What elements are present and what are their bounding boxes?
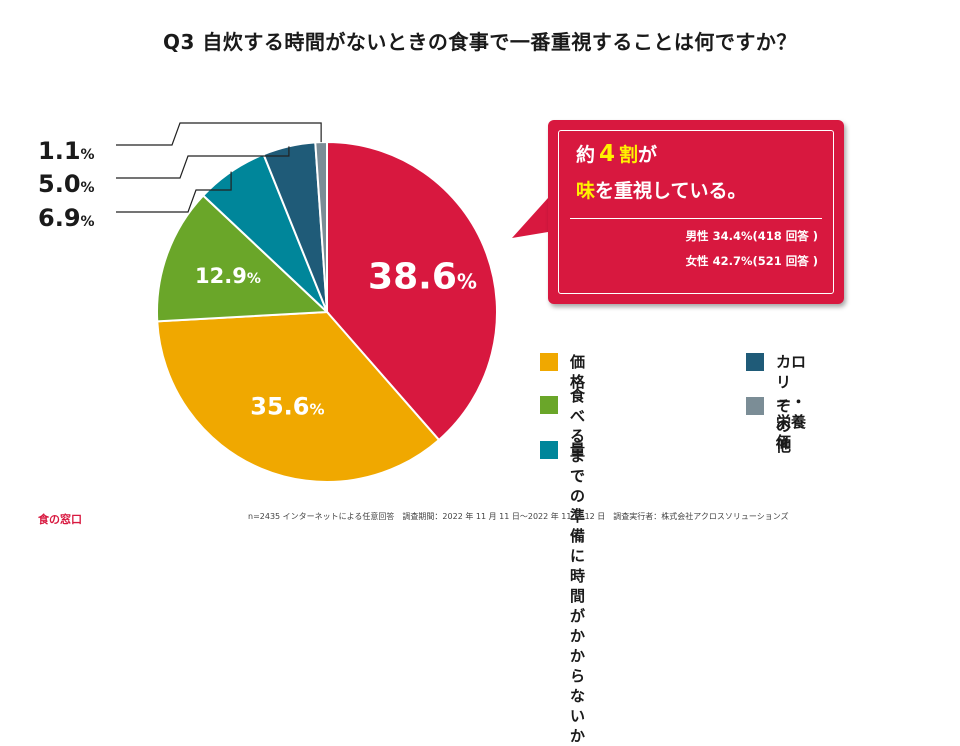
slice-labels: 38.6% 35.6% 12.9% 6.9% 5.0% 1.1% [38,137,477,420]
callout-stat-male: 男性 34.4%(418 回答 ) [685,229,818,243]
slice-label-5: 1.1% [38,137,95,165]
callout-divider [570,218,822,219]
legend-swatch [540,441,558,459]
slice-label-0: 38.6% [368,257,477,298]
legend-label: カロリー・栄養価 [776,353,807,451]
callout-box: 約 4 割が 味を重視している。 男性 34.4%(418 回答 ) 女性 42.7… [548,120,844,304]
leader-line-5 [116,122,322,146]
legend-label: 量 [570,441,586,459]
callout-unit: 割 [619,144,639,166]
callout-border [558,130,834,294]
pie-slice-1 [156,310,441,483]
legend-item-calorie: カロリー・栄養価 [746,352,806,452]
callout-suffix: が [638,144,658,166]
slice-label-2: 12.9% [195,264,261,288]
leader-line-4 [116,146,290,179]
brand-logo: 食の窓口 [38,513,82,526]
pie-slices [156,140,498,483]
legend-swatch [540,353,558,371]
slice-label-3: 6.9% [38,204,95,232]
legend-swatch [540,396,558,414]
pie-slice-2 [156,194,330,323]
callout-pointer [512,198,548,238]
legend-item-other: その他 [746,396,791,456]
pie-slice-0 [326,140,498,442]
leader-line-3 [116,171,232,213]
slice-label-1: 35.6% [250,392,324,420]
leader-lines [116,122,322,213]
callout-stat-female: 女性 42.7%(521 回答 ) [685,254,818,268]
legend-item-quantity: 量 [540,440,585,460]
survey-note: n=2435 インターネットによる任意回答 調査期間：2022 年 11 月 1… [248,512,789,521]
slice-label-4: 5.0% [38,170,95,198]
callout-rest: を重視している。 [595,180,747,202]
legend-label: 価格 [570,353,586,391]
page-title: Q3 自炊する時間がないときの食事で一番重視することは何ですか？ [163,30,797,54]
callout-highlight: 味 [576,180,596,202]
pie-chart: 38.6% 35.6% 12.9% 6.9% 5.0% 1.1% [38,122,548,483]
callout-subline: 味を重視している。 [576,176,746,203]
legend-swatch [746,353,764,371]
legend-swatch [746,397,764,415]
callout-number: 4 [599,141,616,167]
callout-prefix: 約 [576,144,596,166]
legend-label: その他 [776,397,792,455]
callout-headline: 約 4 割が [576,140,657,167]
legend-item-price: 価格 [540,352,585,392]
